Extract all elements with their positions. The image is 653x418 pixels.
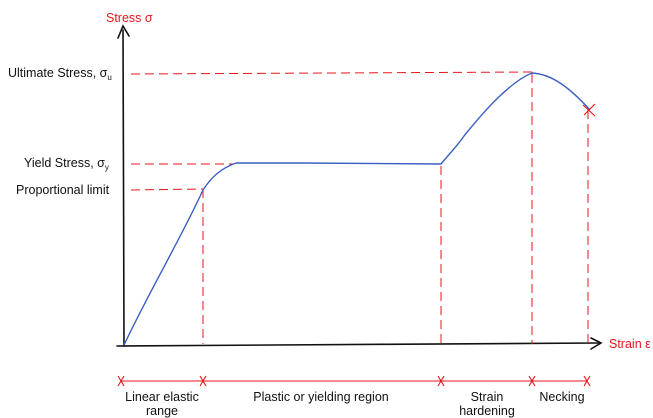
region-tick-proportional xyxy=(199,375,207,387)
y-axis-label: Stress σ xyxy=(106,11,153,25)
y-axis-arrowhead xyxy=(117,24,130,39)
region-tick-ultimate xyxy=(528,375,536,387)
region-tick-yield-end xyxy=(437,375,445,387)
necking-label: Necking xyxy=(539,390,584,404)
x-axis-arrowhead xyxy=(590,337,603,350)
y-axis xyxy=(122,29,125,347)
stress-strain-curve xyxy=(123,72,591,346)
x-axis-label: Strain ε xyxy=(609,337,651,351)
x-axis xyxy=(116,342,600,347)
proportional-limit-guide xyxy=(130,188,204,191)
region-tick-start xyxy=(117,375,125,387)
strain-hardening-label-2: hardening xyxy=(459,404,515,418)
region-tick-fracture xyxy=(583,375,591,387)
plastic-region-label: Plastic or yielding region xyxy=(253,390,389,404)
linear-elastic-label-2: range xyxy=(146,404,178,418)
linear-elastic-label: Linear elastic xyxy=(125,390,199,404)
fracture-point-marker xyxy=(582,103,596,117)
proportional-limit-label: Proportional limit xyxy=(16,183,110,197)
ultimate-stress-guide xyxy=(130,71,533,75)
yield-stress-label: Yield Stress, σy xyxy=(24,156,109,172)
strain-hardening-label: Strain xyxy=(471,390,504,404)
ultimate-stress-label: Ultimate Stress, σu xyxy=(8,66,112,82)
